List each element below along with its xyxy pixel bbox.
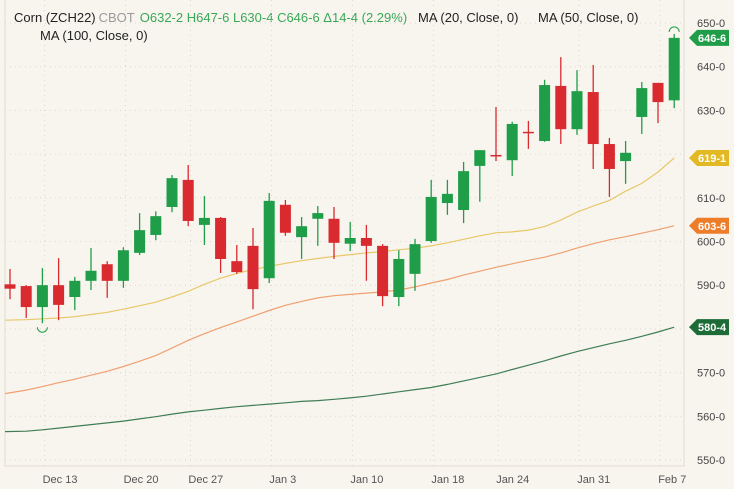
x-axis-label: Dec 13 [43, 474, 78, 486]
x-axis-label: Jan 10 [350, 474, 383, 486]
period-high-marker [668, 26, 680, 32]
y-axis-label: 610-0 [697, 193, 725, 205]
ma20-legend[interactable]: MA (20, Close, 0) [418, 10, 519, 25]
candle[interactable] [668, 33, 680, 109]
x-axis-label: Jan 24 [496, 474, 529, 486]
candle[interactable] [490, 106, 502, 162]
period-low-marker [36, 327, 48, 333]
ma-line-20 [4, 157, 675, 321]
candle[interactable] [312, 206, 324, 246]
candle[interactable] [603, 137, 615, 197]
candle[interactable] [182, 165, 194, 227]
candle[interactable] [522, 120, 534, 149]
x-axis-label: Feb 7 [658, 474, 686, 486]
candle[interactable] [458, 161, 470, 224]
candle[interactable] [53, 258, 65, 321]
candle[interactable] [620, 140, 632, 184]
x-axis-label: Dec 27 [188, 474, 223, 486]
candle[interactable] [636, 81, 648, 134]
candle[interactable] [263, 192, 275, 284]
y-axis-label: 650-0 [697, 18, 725, 30]
candle[interactable] [474, 150, 486, 202]
y-axis-label: 560-0 [697, 411, 725, 423]
symbol-info-line: Corn (ZCH22) CBOT O632-2 H647-6 L630-4 C64… [14, 10, 407, 25]
candle[interactable] [539, 79, 551, 142]
symbol-name[interactable]: Corn (ZCH22) [14, 10, 96, 25]
exchange-label: CBOT [98, 10, 135, 25]
candle[interactable] [166, 175, 178, 213]
candle[interactable] [441, 179, 453, 215]
ma100-price-tag: 580-4 [689, 319, 729, 336]
x-axis-label: Jan 3 [269, 474, 296, 486]
candle[interactable] [506, 121, 518, 176]
ma20-price-tag: 619-1 [689, 150, 729, 167]
candle[interactable] [555, 57, 567, 145]
candle[interactable] [360, 224, 372, 281]
candle[interactable] [296, 217, 308, 259]
candle[interactable] [571, 70, 583, 135]
candle[interactable] [4, 269, 16, 300]
svg-text:580-4: 580-4 [698, 322, 727, 334]
candle[interactable] [587, 64, 599, 169]
candle[interactable] [377, 244, 389, 307]
x-axis-label: Jan 31 [577, 474, 610, 486]
candle[interactable] [85, 248, 97, 291]
chart-header: Corn (ZCH22) CBOT O632-2 H647-6 L630-4 C64… [0, 0, 734, 48]
candle[interactable] [117, 247, 129, 288]
ma50-price-tag: 603-6 [689, 217, 729, 234]
candle[interactable] [652, 82, 664, 124]
ma100-legend[interactable]: MA (100, Close, 0) [40, 28, 148, 43]
y-axis-label: 590-0 [697, 280, 725, 292]
candle[interactable] [101, 261, 113, 298]
candle[interactable] [393, 250, 405, 307]
candle[interactable] [231, 244, 243, 274]
last-price-tag: 646-6 [689, 29, 729, 46]
y-axis-label: 640-0 [697, 62, 725, 74]
x-axis-label: Dec 20 [124, 474, 159, 486]
svg-text:646-6: 646-6 [698, 33, 726, 45]
candle[interactable] [328, 206, 340, 259]
svg-text:603-6: 603-6 [698, 221, 726, 233]
candle[interactable] [150, 211, 162, 241]
y-axis-label: 570-0 [697, 368, 725, 380]
candle[interactable] [215, 217, 227, 273]
y-axis-label: 600-0 [697, 237, 725, 249]
svg-text:619-1: 619-1 [698, 153, 726, 165]
candle[interactable] [69, 276, 81, 311]
ohlc-values: O632-2 H647-6 L630-4 C646-6 Δ14-4 (2.29%… [139, 10, 408, 25]
candle[interactable] [279, 199, 291, 236]
ma50-legend[interactable]: MA (50, Close, 0) [538, 10, 639, 25]
ma-line-100 [4, 326, 675, 433]
candle[interactable] [36, 268, 48, 324]
plot-area [4, 0, 685, 467]
y-axis-label: 550-0 [697, 455, 725, 467]
candle[interactable] [409, 238, 421, 291]
candle[interactable] [344, 221, 356, 252]
candle[interactable] [425, 179, 437, 243]
y-axis-label: 630-0 [697, 105, 725, 117]
ma-line-50 [4, 225, 675, 395]
candle[interactable] [20, 285, 32, 318]
candle[interactable] [198, 196, 210, 245]
candle[interactable] [134, 213, 146, 256]
candle[interactable] [247, 227, 259, 310]
x-axis-label: Jan 18 [431, 474, 464, 486]
